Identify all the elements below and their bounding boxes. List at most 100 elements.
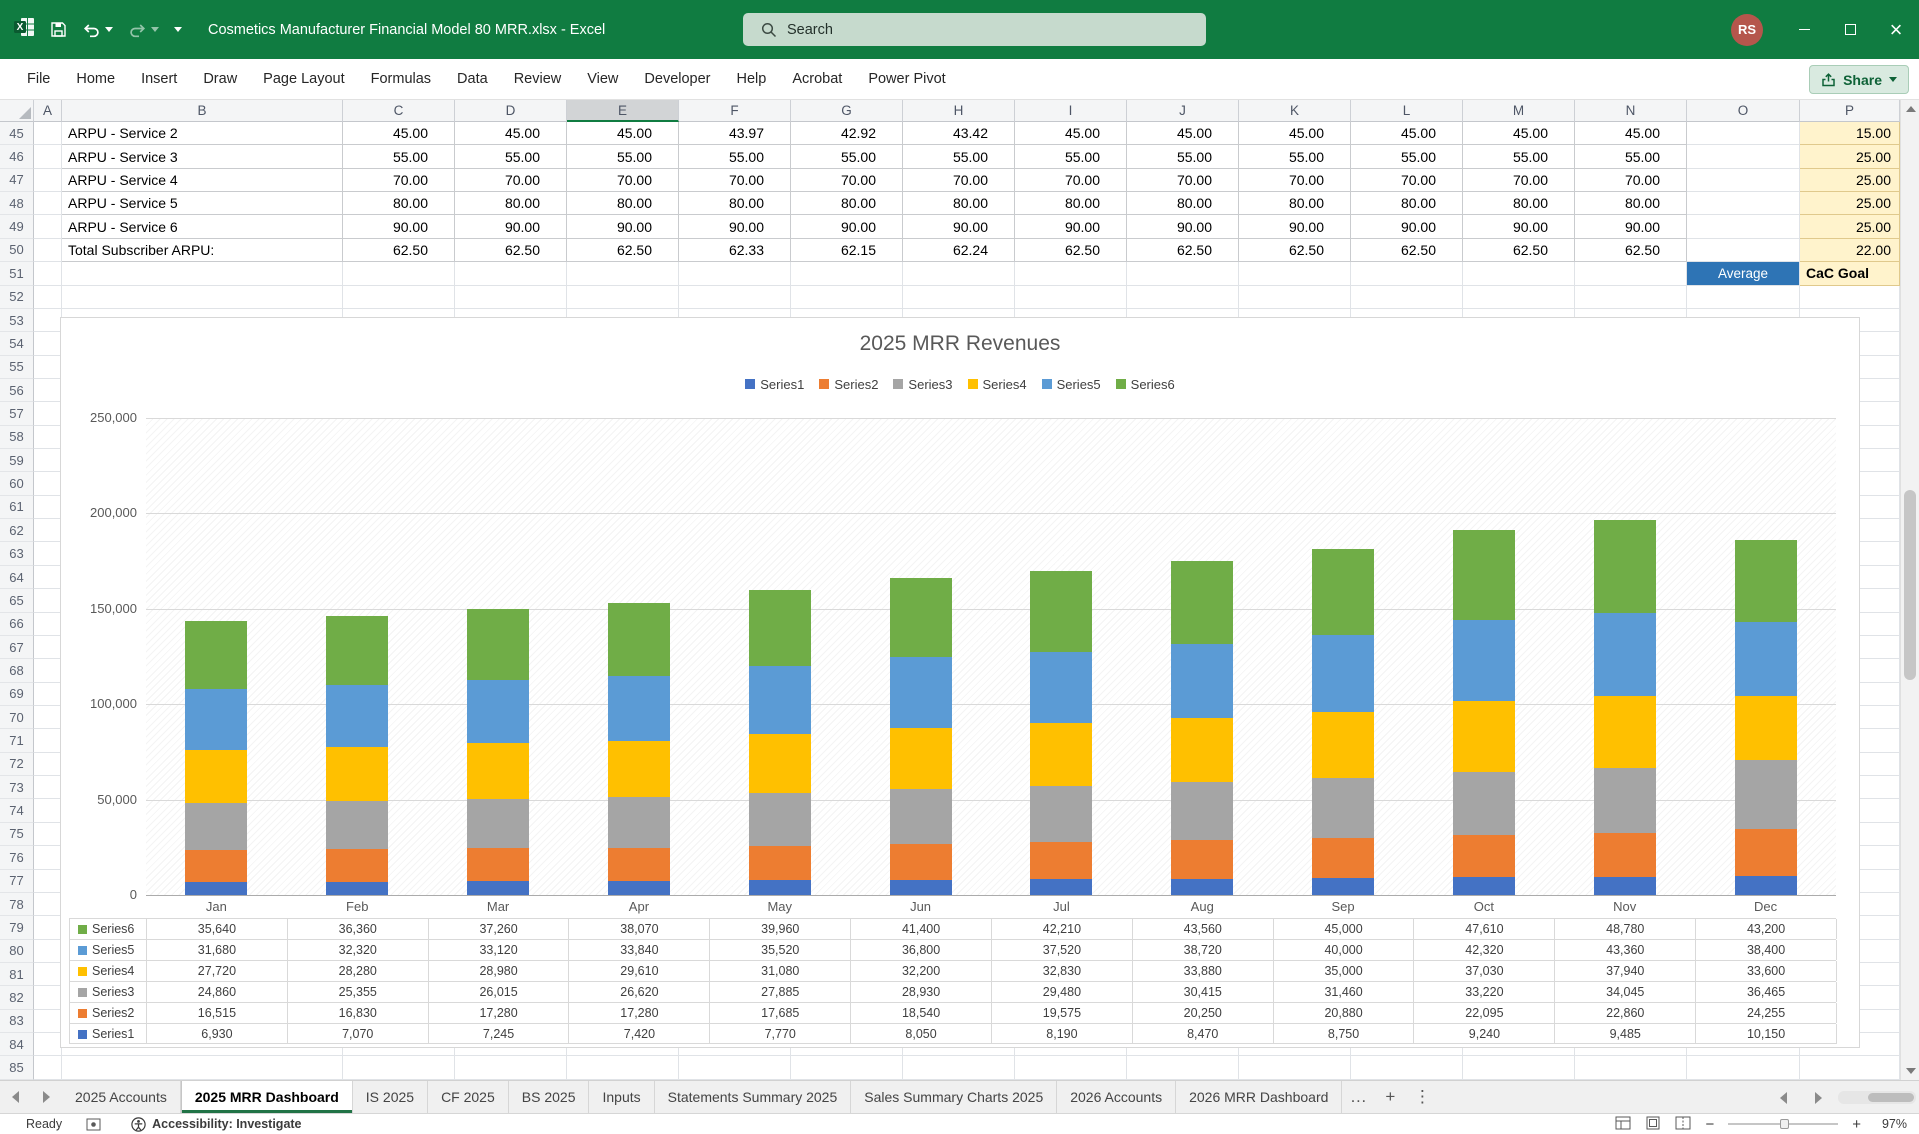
column-header-E[interactable]: E <box>567 100 679 122</box>
more-sheets-button[interactable]: … <box>1349 1087 1367 1106</box>
bar-segment-series3-nov[interactable] <box>1593 768 1656 834</box>
average-cell[interactable]: Average <box>1687 262 1800 286</box>
cell-D85[interactable] <box>455 1056 567 1080</box>
cell-F49[interactable]: 90.00 <box>679 215 791 239</box>
bar-segment-series6-oct[interactable] <box>1452 529 1515 621</box>
row-header-78[interactable]: 78 <box>0 892 34 917</box>
row-header-75[interactable]: 75 <box>0 822 34 847</box>
menu-tab-review[interactable]: Review <box>513 71 562 87</box>
bar-segment-series2-sep[interactable] <box>1312 838 1375 879</box>
row-header-66[interactable]: 66 <box>0 612 34 636</box>
cell-G51[interactable] <box>791 262 903 286</box>
cell-O50[interactable] <box>1687 238 1800 263</box>
column-header-J[interactable]: J <box>1127 100 1239 122</box>
cell-A55[interactable] <box>34 355 62 379</box>
row-header-63[interactable]: 63 <box>0 542 34 566</box>
bar-segment-series5-may[interactable] <box>748 666 811 734</box>
row-header-72[interactable]: 72 <box>0 752 34 777</box>
cell-P47[interactable]: 25.00 <box>1800 168 1900 193</box>
cell-A52[interactable] <box>34 285 62 309</box>
bar-segment-series4-nov[interactable] <box>1593 695 1656 769</box>
cell-B49[interactable]: ARPU - Service 6 <box>62 215 343 239</box>
cell-A53[interactable] <box>34 308 62 333</box>
cell-D48[interactable]: 80.00 <box>455 192 567 216</box>
page-break-view-button[interactable] <box>1675 1116 1691 1133</box>
cell-N48[interactable]: 80.00 <box>1575 192 1687 216</box>
cell-I46[interactable]: 55.00 <box>1015 145 1127 169</box>
legend-item-series1[interactable]: Series1 <box>745 377 804 392</box>
row-header-69[interactable]: 69 <box>0 682 34 706</box>
cac-goal-cell[interactable]: CaC Goal <box>1800 262 1900 286</box>
row-header-67[interactable]: 67 <box>0 635 34 660</box>
zoom-out-button[interactable]: − <box>1705 1115 1715 1133</box>
cell-C85[interactable] <box>343 1056 455 1080</box>
menu-tab-acrobat[interactable]: Acrobat <box>792 71 843 87</box>
cell-J48[interactable]: 80.00 <box>1127 192 1239 216</box>
cell-P46[interactable]: 25.00 <box>1800 145 1900 169</box>
bar-segment-series4-oct[interactable] <box>1452 701 1515 772</box>
column-header-H[interactable]: H <box>903 100 1015 122</box>
cell-A69[interactable] <box>34 682 62 706</box>
sheet-tab-2026-accounts[interactable]: 2026 Accounts <box>1057 1081 1177 1113</box>
row-header-46[interactable]: 46 <box>0 145 34 169</box>
row-header-79[interactable]: 79 <box>0 916 34 940</box>
cell-A61[interactable] <box>34 495 62 520</box>
cell-H48[interactable]: 80.00 <box>903 192 1015 216</box>
excel-app-icon[interactable]: X <box>14 17 35 42</box>
cell-D45[interactable]: 45.00 <box>455 122 567 146</box>
cell-E49[interactable]: 90.00 <box>567 215 679 239</box>
cell-G52[interactable] <box>791 285 903 309</box>
bar-segment-series2-nov[interactable] <box>1593 833 1656 877</box>
cell-F85[interactable] <box>679 1056 791 1080</box>
search-box[interactable]: Search <box>743 13 1206 46</box>
row-header-59[interactable]: 59 <box>0 449 34 473</box>
row-header-61[interactable]: 61 <box>0 495 34 520</box>
zoom-slider[interactable] <box>1728 1117 1839 1131</box>
row-header-73[interactable]: 73 <box>0 776 34 800</box>
cell-J49[interactable]: 90.00 <box>1127 215 1239 239</box>
horizontal-scrollbar[interactable] <box>1768 1081 1919 1114</box>
cell-P52[interactable] <box>1800 285 1900 309</box>
cell-H51[interactable] <box>903 262 1015 286</box>
cell-A49[interactable] <box>34 215 62 239</box>
bar-segment-series6-mar[interactable] <box>467 608 530 681</box>
legend-item-series4[interactable]: Series4 <box>967 377 1027 392</box>
cell-K52[interactable] <box>1239 285 1351 309</box>
cell-A70[interactable] <box>34 705 62 730</box>
cell-G49[interactable]: 90.00 <box>791 215 903 239</box>
redo-dropdown-icon[interactable] <box>151 27 159 32</box>
cell-K48[interactable]: 80.00 <box>1239 192 1351 216</box>
cell-I85[interactable] <box>1015 1056 1127 1080</box>
cell-A54[interactable] <box>34 332 62 356</box>
cell-O49[interactable] <box>1687 215 1800 239</box>
row-header-54[interactable]: 54 <box>0 332 34 356</box>
minimize-button[interactable] <box>1781 0 1827 59</box>
sheet-tab-bs-2025[interactable]: BS 2025 <box>509 1081 590 1113</box>
cell-M50[interactable]: 62.50 <box>1463 238 1575 263</box>
bar-segment-series6-dec[interactable] <box>1734 539 1797 623</box>
cell-D49[interactable]: 90.00 <box>455 215 567 239</box>
row-header-45[interactable]: 45 <box>0 122 34 146</box>
cell-F50[interactable]: 62.33 <box>679 238 791 263</box>
cell-C52[interactable] <box>343 285 455 309</box>
row-header-68[interactable]: 68 <box>0 659 34 683</box>
row-header-49[interactable]: 49 <box>0 215 34 239</box>
cell-A59[interactable] <box>34 449 62 473</box>
cell-G46[interactable]: 55.00 <box>791 145 903 169</box>
cell-D47[interactable]: 70.00 <box>455 168 567 193</box>
row-header-51[interactable]: 51 <box>0 262 34 286</box>
bar-segment-series6-sep[interactable] <box>1312 549 1375 636</box>
bar-segment-series4-jul[interactable] <box>1030 723 1093 786</box>
cell-L48[interactable]: 80.00 <box>1351 192 1463 216</box>
scroll-up-button[interactable] <box>1901 100 1919 118</box>
bar-segment-series3-jul[interactable] <box>1030 785 1093 842</box>
chart-2025-mrr-revenues[interactable]: 2025 MRR Revenues Series1 Series2 Series3 Se… <box>60 317 1860 1048</box>
cell-B50[interactable]: Total Subscriber ARPU: <box>62 238 343 263</box>
bar-segment-series5-nov[interactable] <box>1593 613 1656 696</box>
row-header-76[interactable]: 76 <box>0 846 34 870</box>
macro-record-button[interactable] <box>86 1118 101 1131</box>
cell-E51[interactable] <box>567 262 679 286</box>
cell-P48[interactable]: 25.00 <box>1800 192 1900 216</box>
cell-K85[interactable] <box>1239 1056 1351 1080</box>
column-header-N[interactable]: N <box>1575 100 1687 122</box>
